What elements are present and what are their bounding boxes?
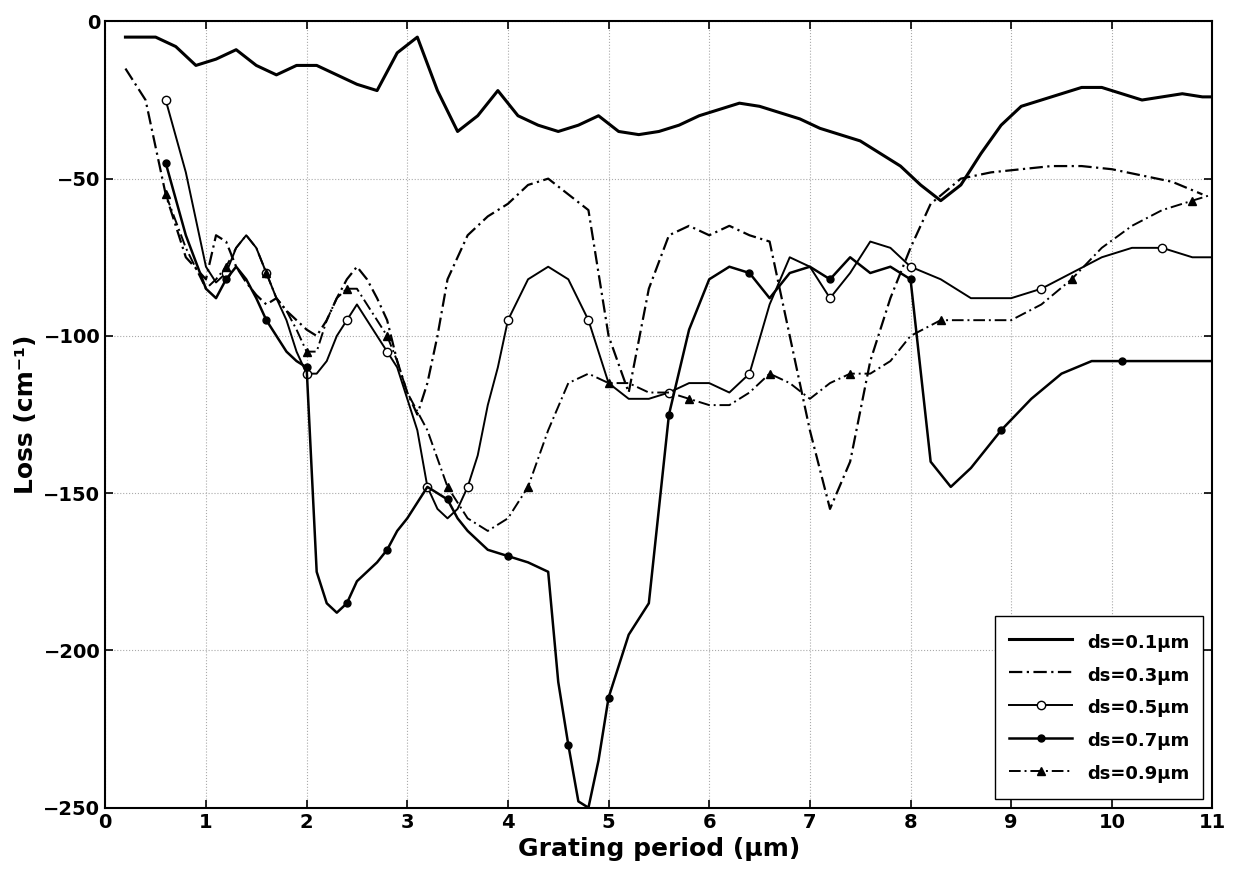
ds=0.7μm <box>682 325 697 335</box>
ds=0.7μm <box>601 692 616 703</box>
ds=0.7μm <box>159 158 174 168</box>
Line: ds=0.3μm: ds=0.3μm <box>125 68 1203 509</box>
ds=0.7μm <box>551 676 565 687</box>
ds=0.3μm <box>1195 189 1210 200</box>
ds=0.1μm <box>531 120 546 130</box>
ds=0.1μm <box>1195 92 1210 102</box>
ds=0.7μm <box>582 802 596 813</box>
ds=0.5μm <box>480 400 495 410</box>
ds=0.9μm <box>1205 189 1220 200</box>
ds=0.3μm <box>822 504 837 514</box>
Y-axis label: Loss (cm⁻¹): Loss (cm⁻¹) <box>14 335 38 494</box>
ds=0.1μm <box>249 60 264 71</box>
Line: ds=0.7μm: ds=0.7μm <box>162 159 1216 811</box>
ds=0.7μm <box>460 526 475 536</box>
Line: ds=0.5μm: ds=0.5μm <box>161 96 1216 522</box>
ds=0.9μm <box>1154 205 1169 215</box>
Line: ds=0.1μm: ds=0.1μm <box>125 37 1213 200</box>
ds=0.9μm <box>742 388 756 398</box>
ds=0.3μm <box>430 331 445 341</box>
ds=0.5μm <box>159 94 174 105</box>
ds=0.7μm <box>259 315 274 326</box>
ds=0.3μm <box>1135 171 1149 181</box>
ds=0.3μm <box>954 173 968 184</box>
ds=0.5μm <box>370 331 384 341</box>
ds=0.5μm <box>350 299 365 310</box>
ds=0.9μm <box>963 315 978 326</box>
ds=0.3μm <box>490 205 505 215</box>
ds=0.1μm <box>1115 88 1130 99</box>
ds=0.3μm <box>350 262 365 272</box>
ds=0.5μm <box>440 513 455 523</box>
Legend: ds=0.1μm, ds=0.3μm, ds=0.5μm, ds=0.7μm, ds=0.9μm: ds=0.1μm, ds=0.3μm, ds=0.5μm, ds=0.7μm, … <box>994 616 1204 799</box>
ds=0.7μm <box>702 274 717 284</box>
ds=0.9μm <box>309 346 324 357</box>
ds=0.1μm <box>934 195 949 206</box>
ds=0.9μm <box>320 315 335 326</box>
ds=0.5μm <box>1185 252 1200 262</box>
X-axis label: Grating period (μm): Grating period (μm) <box>518 837 800 861</box>
ds=0.7μm <box>1205 356 1220 367</box>
ds=0.1μm <box>118 31 133 42</box>
ds=0.5μm <box>742 368 756 379</box>
ds=0.9μm <box>480 526 495 536</box>
ds=0.3μm <box>118 63 133 74</box>
Line: ds=0.9μm: ds=0.9μm <box>161 190 1216 536</box>
ds=0.3μm <box>309 331 324 341</box>
ds=0.1μm <box>330 70 345 80</box>
ds=0.9μm <box>159 189 174 200</box>
ds=0.1μm <box>389 47 404 58</box>
ds=0.1μm <box>1205 92 1220 102</box>
ds=0.5μm <box>501 315 516 326</box>
ds=0.5μm <box>1205 252 1220 262</box>
ds=0.9μm <box>822 378 837 388</box>
